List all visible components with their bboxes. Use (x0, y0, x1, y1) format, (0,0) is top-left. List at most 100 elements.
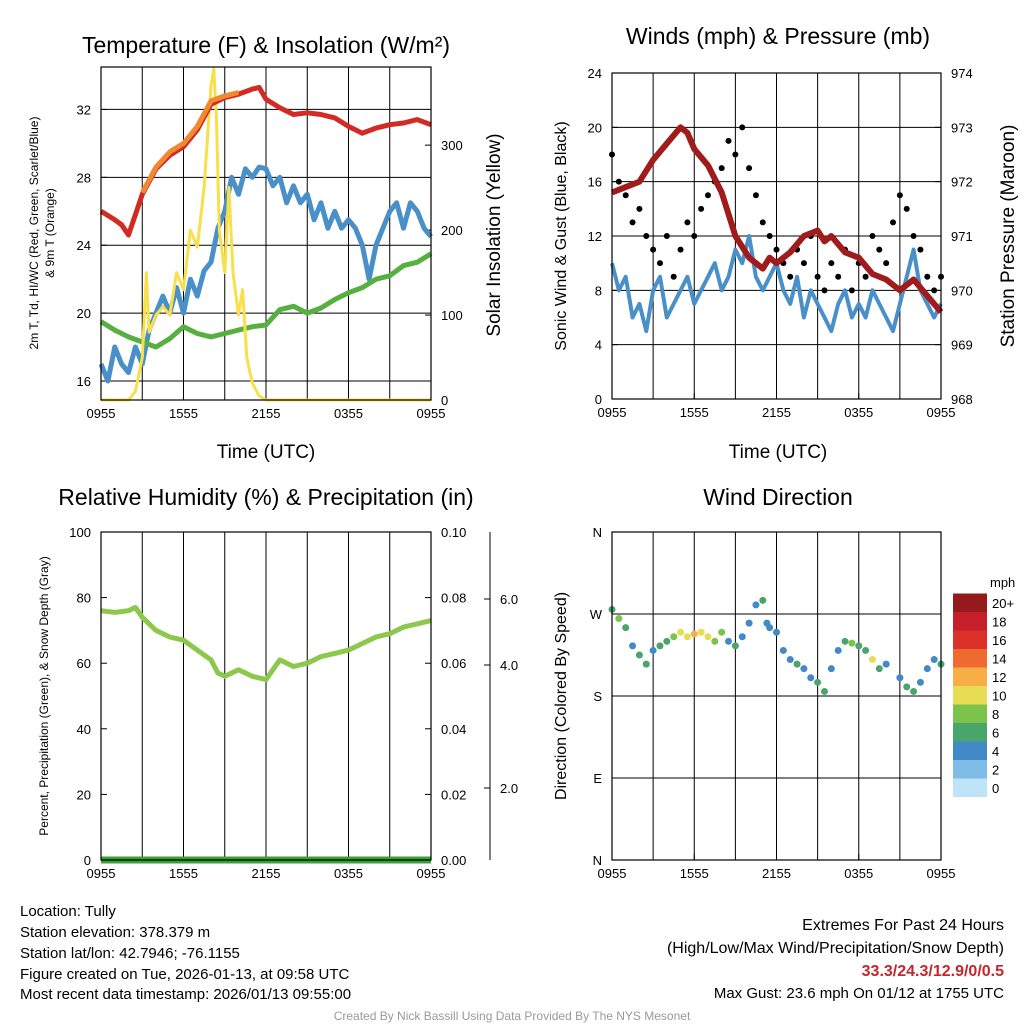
colorbar-label: 2 (992, 762, 999, 777)
gust-point (787, 273, 794, 280)
wind-y-label: Sonic Wind & Gust (Blue, Black) (553, 121, 570, 350)
x-tick-label: 1555 (680, 866, 709, 881)
extremes-title: Extremes For Past 24 Hours (802, 917, 1004, 934)
temp-x-label: Time (UTC) (217, 442, 316, 463)
y-tick-label: 12 (588, 229, 602, 244)
wind-direction-point (786, 656, 794, 664)
series-td (99, 251, 433, 350)
gust-point (869, 233, 876, 239)
wind-direction-point (670, 633, 678, 641)
y-tick-label: 24 (588, 66, 602, 81)
y-right-tick-label: 968 (951, 392, 973, 407)
wind-direction-point (773, 628, 780, 636)
colorbar-label: 4 (992, 744, 999, 759)
series-9m-t (140, 90, 240, 194)
y-tick-label: W (590, 607, 603, 622)
wind-direction-point (841, 637, 849, 645)
y-right-tick-label: 0 (441, 393, 448, 408)
wind-direction-point (875, 665, 883, 673)
snow-tick-label: 4.0 (500, 658, 518, 673)
y-tick-label: 20 (77, 306, 91, 321)
wind-direction-point (855, 642, 863, 650)
wind-direction-point (615, 615, 623, 623)
wind-direction-point (697, 628, 705, 636)
wind-direction-point (725, 637, 733, 645)
gust-point (848, 287, 855, 294)
wind-direction-point (690, 630, 698, 638)
y-tick-label: 80 (77, 591, 91, 606)
gust-point (636, 205, 643, 212)
x-tick-label: 0955 (927, 866, 956, 881)
x-tick-label: 0355 (844, 405, 873, 420)
wind-panel-title: Winds (mph) & Pressure (mb) (626, 23, 930, 49)
wind-direction-point (718, 628, 726, 636)
wind-direction-point (903, 683, 911, 691)
info-recent: Most recent data timestamp: 2026/01/13 0… (20, 986, 351, 1003)
colorbar-swatch (953, 649, 987, 668)
series-solar-insolation (101, 67, 431, 402)
wind-direction-point (916, 678, 924, 686)
wind-direction-point (896, 674, 904, 682)
colorbar-swatch (953, 667, 987, 686)
gust-point (698, 205, 705, 212)
wind-direction-point (793, 660, 801, 668)
wdir-y-label: Direction (Colored By Speed) (553, 592, 570, 800)
x-tick-label: 0955 (598, 866, 627, 881)
y-tick-label: 16 (588, 175, 602, 190)
x-tick-label: 2155 (252, 406, 281, 421)
footer-credit: Created By Nick Bassill Using Data Provi… (334, 1009, 691, 1023)
wind-direction-point (731, 642, 739, 650)
y-tick-label: 16 (77, 374, 91, 389)
gust-point (615, 178, 622, 185)
temp-panel-title: Temperature (F) & Insolation (W/m²) (82, 32, 450, 58)
wind-direction-point (910, 687, 918, 695)
extremes-max-gust: Max Gust: 23.6 mph On 01/12 at 1755 UTC (714, 985, 1004, 1002)
y-right-tick-label: 969 (951, 338, 973, 353)
temp-y-label-2: & 9m T (Orange) (43, 188, 57, 278)
temp-y-label: 2m T, Td, HI/WC (Red, Green, Scarlet/Blu… (27, 117, 41, 350)
gust-point (773, 246, 780, 253)
y-right-tick-label: 971 (951, 229, 973, 244)
x-tick-label: 0955 (598, 405, 627, 420)
y-tick-label: S (593, 689, 602, 704)
wind-direction-point (862, 646, 870, 654)
gust-point (821, 287, 828, 294)
wind-direction-point (642, 660, 650, 668)
rh-y-label: Percent, Precipitation (Green), & Snow D… (37, 556, 51, 835)
colorbar-label: 14 (992, 651, 1006, 666)
colorbar-label: 10 (992, 688, 1006, 703)
gust-point (643, 233, 650, 239)
info-elevation: Station elevation: 378.379 m (20, 924, 210, 941)
wind-direction-point (848, 639, 856, 647)
gust-point (910, 233, 917, 239)
gust-point (828, 260, 835, 267)
colorbar-swatch (953, 612, 987, 631)
y-right-tick-label: 0.00 (441, 853, 466, 868)
wind-direction-point (930, 656, 938, 664)
wind-direction-point (677, 628, 685, 636)
extremes-subtitle: (High/Low/Max Wind/Precipitation/Snow De… (667, 940, 1004, 957)
gust-point (766, 233, 773, 239)
x-tick-label: 1555 (169, 406, 198, 421)
plot-frame (100, 531, 432, 861)
colorbar-label: 6 (992, 725, 999, 740)
wind-direction-point (622, 624, 630, 632)
y-right-tick-label: 0.02 (441, 787, 466, 802)
y-right-tick-label: 0.10 (441, 525, 466, 540)
wind-direction-point (745, 619, 753, 627)
x-tick-label: 0355 (334, 406, 363, 421)
gust-point (656, 260, 663, 267)
wind-direction-point (752, 601, 760, 609)
gust-point (896, 192, 903, 199)
colorbar-swatch (953, 686, 987, 705)
gust-point (725, 137, 732, 144)
x-tick-label: 2155 (762, 866, 791, 881)
x-tick-label: 0955 (417, 406, 446, 421)
gust-point (732, 151, 739, 158)
gust-point (663, 233, 670, 239)
y-tick-label: N (593, 853, 602, 868)
x-tick-label: 0955 (87, 866, 116, 881)
y-right-tick-label: 0.04 (441, 722, 466, 737)
wind-direction-point (635, 651, 643, 659)
wind-direction-point (656, 642, 664, 650)
